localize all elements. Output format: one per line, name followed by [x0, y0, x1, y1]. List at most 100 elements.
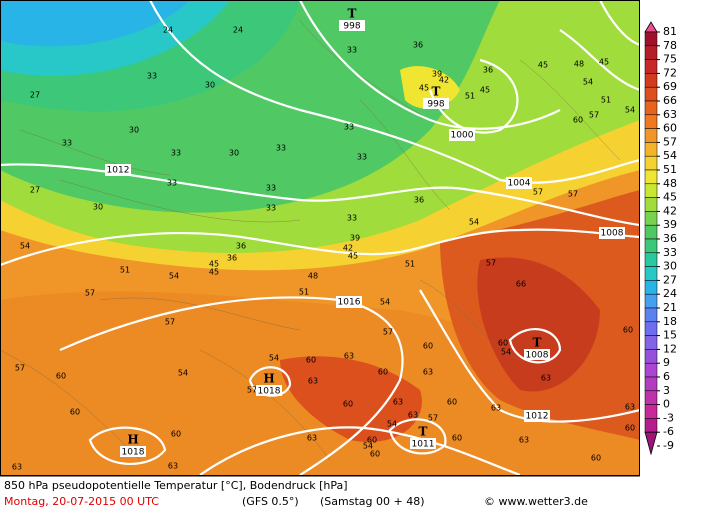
temperature-label: 54 — [469, 218, 479, 227]
temperature-label: 60 — [378, 368, 388, 377]
isobar — [0, 228, 640, 267]
temperature-label: 63 — [625, 403, 635, 412]
temperature-label: 54 — [583, 78, 593, 87]
temperature-label: 51 — [405, 260, 415, 269]
temperature-label: 33 — [344, 123, 354, 132]
temperature-label: 36 — [236, 242, 246, 251]
temperature-label: 60 — [423, 342, 433, 351]
temperature-label: 57 — [568, 190, 578, 199]
temperature-label: 54 — [269, 354, 279, 363]
temperature-label: 45 — [480, 86, 490, 95]
temperature-label: 42 — [439, 76, 449, 85]
temperature-label: 45 — [599, 58, 609, 67]
footer-date: Montag, 20-07-2015 00 UTC — [4, 495, 159, 508]
temperature-label: 51 — [465, 92, 475, 101]
temperature-label: 63 — [12, 463, 22, 472]
colorbar-band — [644, 335, 658, 350]
temperature-label: 54 — [363, 442, 373, 451]
colorbar: 8178757269666360575451484542393633302724… — [644, 21, 677, 456]
colorbar-label: -6 — [663, 425, 674, 438]
temperature-label: 36 — [414, 196, 424, 205]
isobar — [559, 0, 640, 92]
isobar-label-bg — [105, 164, 131, 176]
temperature-label: 30 — [205, 81, 215, 90]
temperature-label: 63 — [393, 398, 403, 407]
isobar-label: 1012 — [526, 412, 549, 422]
isobar — [388, 418, 447, 455]
colorbar-label: 3 — [663, 384, 670, 397]
temperature-label: 57 — [486, 259, 496, 268]
temperature-label: 33 — [347, 46, 357, 55]
pressure-center-value: 1018 — [258, 387, 281, 397]
temperature-label: 66 — [516, 280, 526, 289]
temperature-label: 33 — [357, 153, 367, 162]
temperature-label: 27 — [30, 186, 40, 195]
colorbar-band — [644, 418, 658, 433]
temperature-label: 48 — [574, 60, 584, 69]
temperature-label: 54 — [625, 106, 635, 115]
pressure-center-value: 998 — [343, 22, 360, 32]
colorbar-label: 0 — [663, 398, 670, 411]
temperature-label: 57 — [165, 318, 175, 327]
temperature-label: 60 — [367, 436, 377, 445]
temperature-label: 45 — [538, 61, 548, 70]
temperature-label: 36 — [413, 41, 423, 50]
colorbar-label: 6 — [663, 370, 670, 383]
temperature-label: 33 — [266, 184, 276, 193]
colorbar-label: 36 — [663, 232, 677, 245]
isobar — [59, 296, 404, 475]
temperature-label: 63 — [344, 352, 354, 361]
colorbar-band — [644, 73, 658, 88]
pressure-center-symbol: T — [419, 425, 428, 439]
temperature-label: 57 — [533, 188, 543, 197]
temperature-label: 54 — [380, 298, 390, 307]
temperature-label: 63 — [308, 377, 318, 386]
colorbar-label: -3 — [663, 411, 674, 424]
temperature-label: 63 — [541, 374, 551, 383]
colorbar-label: 63 — [663, 108, 677, 121]
colorbar-band — [644, 45, 658, 60]
colorbar-band — [644, 307, 658, 323]
temperature-label: 57 — [247, 386, 257, 395]
colorbar-label: 33 — [663, 246, 677, 259]
temperature-label: 63 — [423, 368, 433, 377]
temperature-label: 33 — [266, 204, 276, 213]
pressure-center-value: 1008 — [526, 351, 549, 361]
temperature-label: 60 — [591, 454, 601, 463]
footer-description: 850 hPa pseudopotentielle Temperatur [°C… — [4, 479, 348, 492]
colorbar-band — [644, 349, 658, 364]
temperature-label: 30 — [229, 149, 239, 158]
colorbar-label: 24 — [663, 287, 677, 300]
isobar-label-bg — [336, 296, 362, 308]
colorbar-band — [644, 197, 658, 212]
isobar — [149, 0, 640, 184]
temperature-label: 57 — [15, 364, 25, 373]
colorbar-label: 54 — [663, 149, 677, 162]
colorbar-band — [644, 86, 658, 102]
temperature-label: 60 — [573, 116, 583, 125]
colorbar-label: 57 — [663, 135, 677, 148]
colorbar-arrow — [644, 431, 658, 456]
temperature-label: 60 — [171, 430, 181, 439]
temperature-label: 24 — [163, 26, 173, 35]
colorbar-band — [644, 266, 658, 281]
colorbar-label: 72 — [663, 66, 677, 79]
colorbar-band — [644, 100, 658, 116]
colorbar-label: 27 — [663, 273, 677, 286]
temperature-label: 54 — [501, 348, 511, 357]
colorbar-band — [644, 114, 658, 129]
temperature-label: 54 — [169, 272, 179, 281]
temperature-label: 33 — [276, 144, 286, 153]
pressure-center-symbol: T — [432, 85, 441, 99]
colorbar-label: 21 — [663, 301, 677, 314]
pressure-center-bg — [256, 385, 282, 396]
temperature-label: 60 — [623, 326, 633, 335]
colorbar-band — [644, 321, 658, 336]
isobar-label: 1008 — [601, 229, 624, 239]
colorbar-band — [644, 238, 658, 254]
colorbar-band — [644, 128, 658, 143]
isobar-label: 1000 — [451, 131, 474, 141]
